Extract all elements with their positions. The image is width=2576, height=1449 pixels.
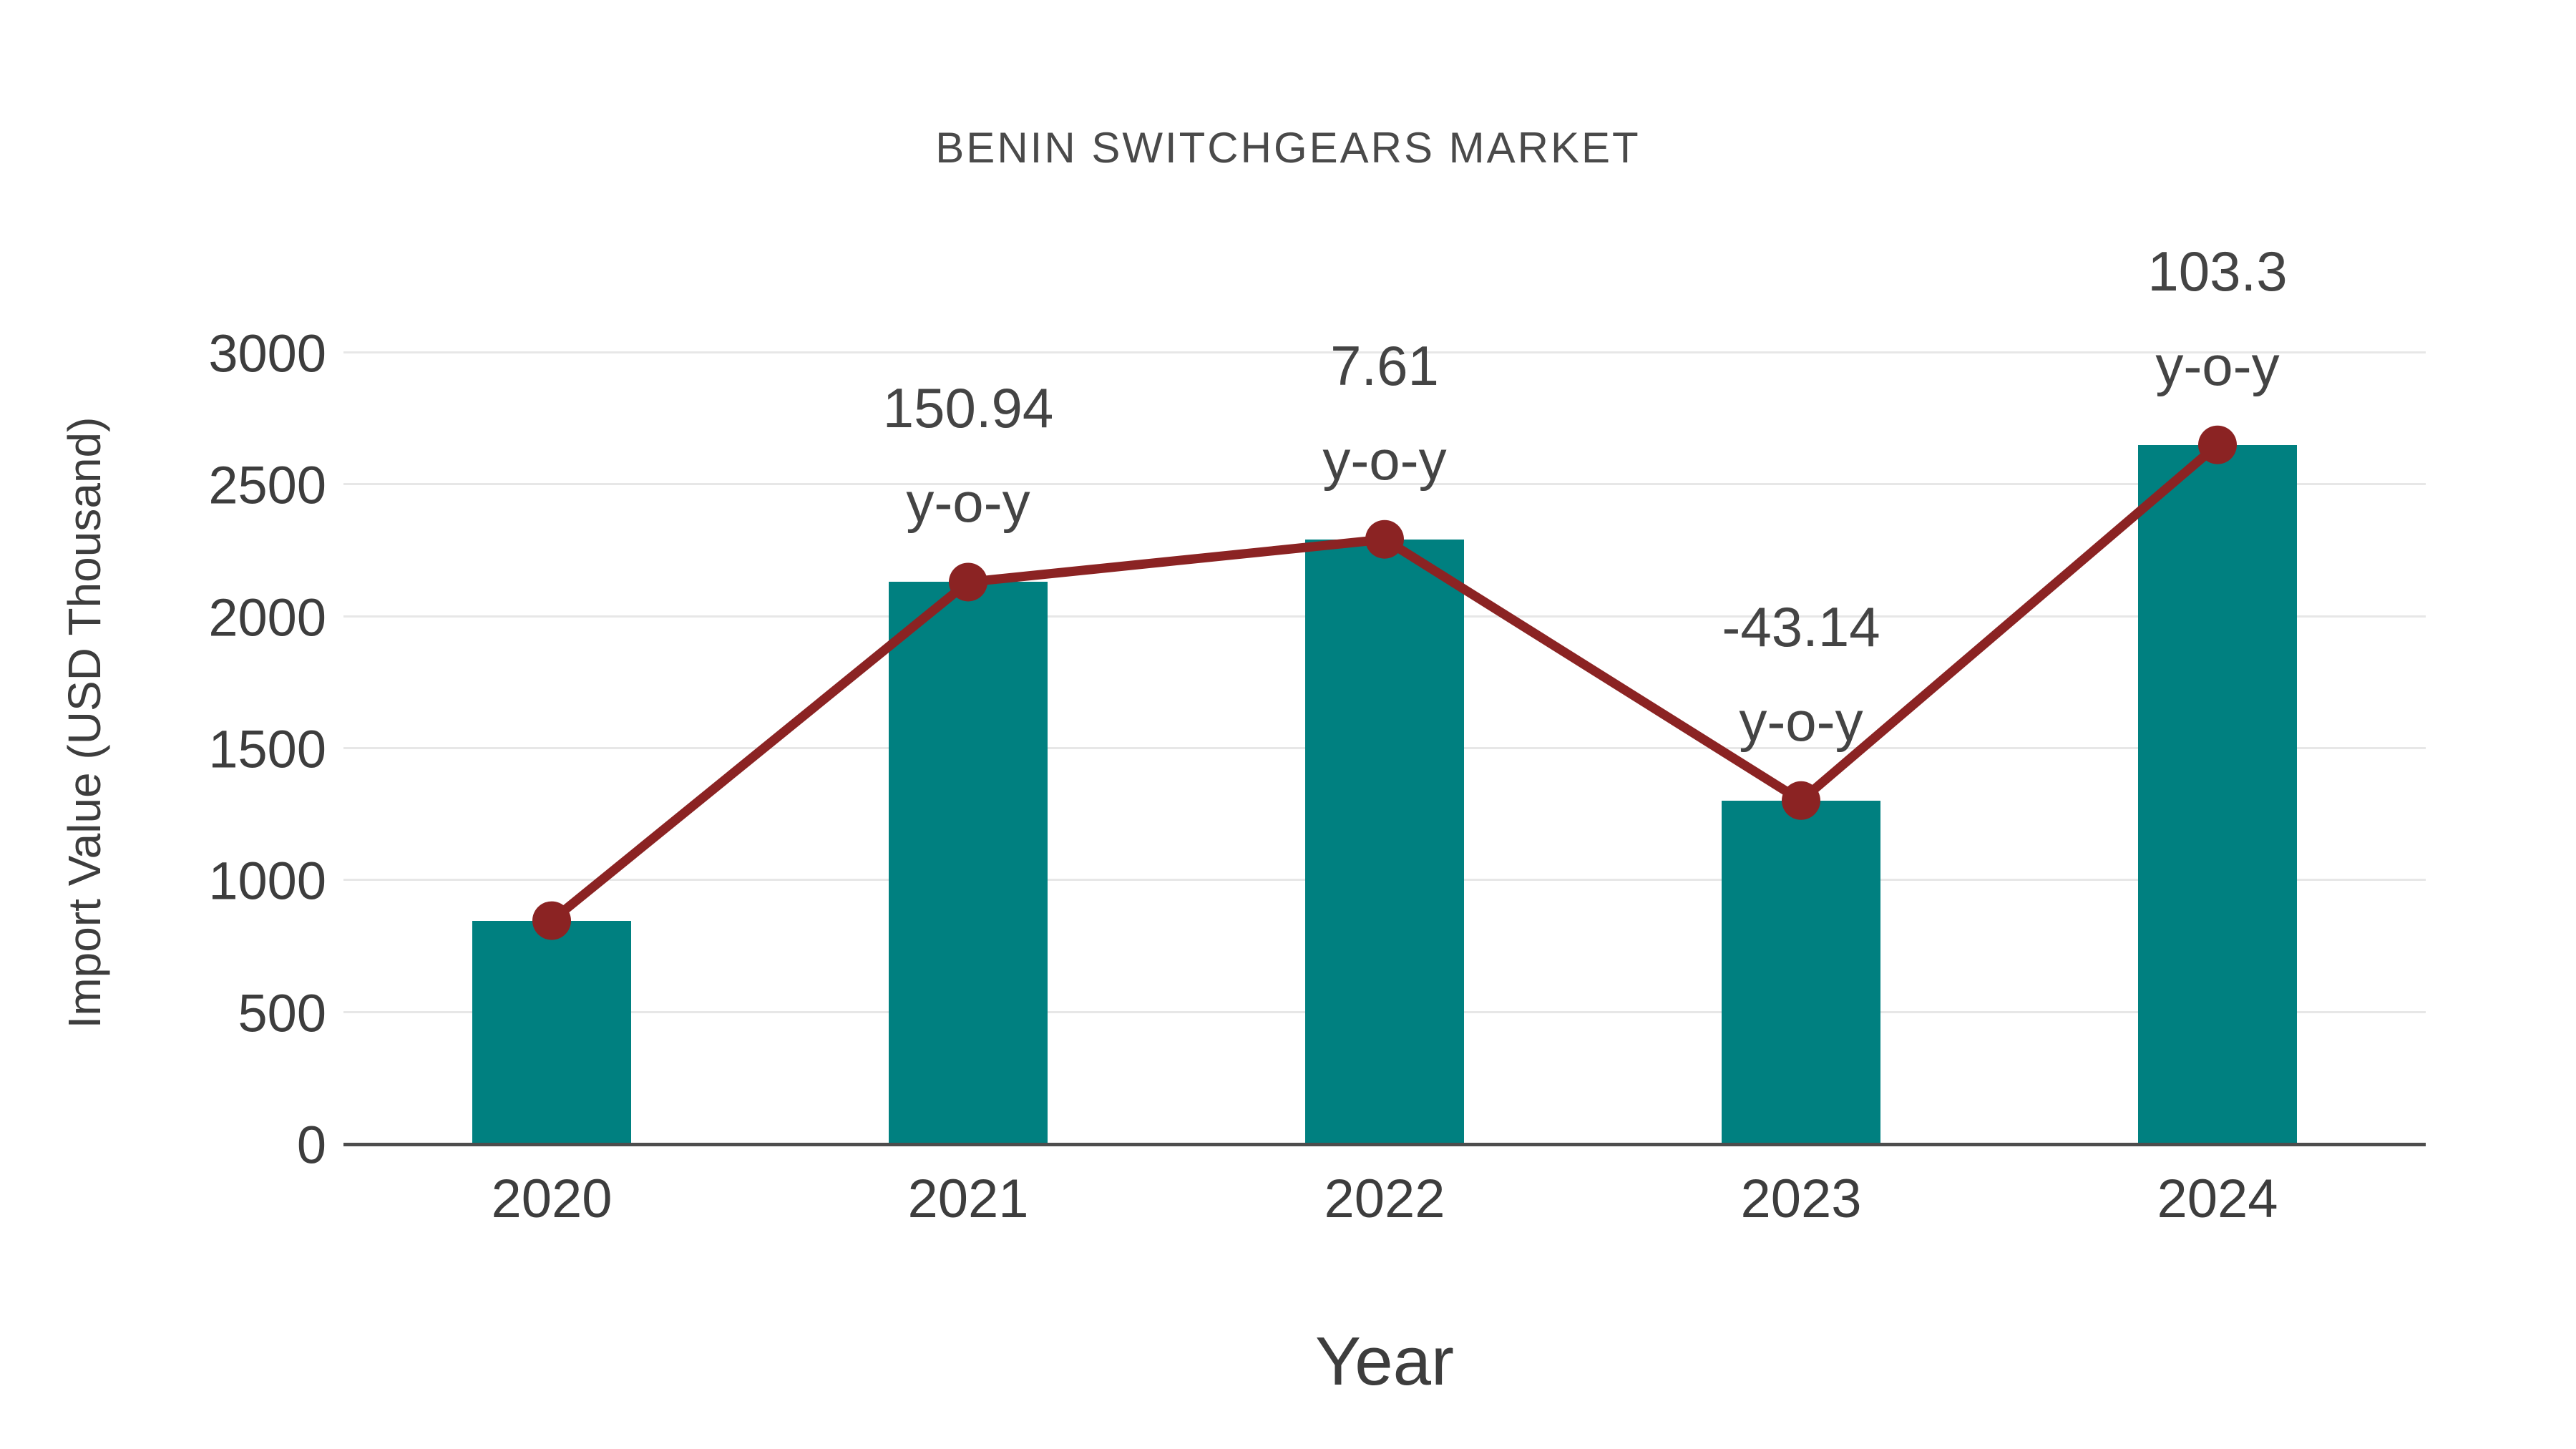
y-tick-label-3000: 3000 <box>208 323 326 384</box>
x-tick-label-2024: 2024 <box>2157 1169 2278 1229</box>
data-point-marker-2024 <box>2198 425 2237 464</box>
trend-line <box>548 441 2221 924</box>
x-tick-label-2020: 2020 <box>491 1169 613 1229</box>
bar-2021 <box>889 582 1048 1145</box>
bar-2023 <box>1722 800 1880 1145</box>
gridline <box>343 483 2426 486</box>
chart-title: BENIN SWITCHGEARS MARKET <box>935 124 1641 172</box>
gridline <box>343 351 2426 353</box>
yoy-annotation-2021: 150.94 y-o-y <box>883 361 1054 550</box>
x-axis-title: Year <box>1315 1323 1454 1400</box>
bar-2024 <box>2138 444 2297 1145</box>
plot-area: 0 500 1000 1500 2000 2500 3000 2020 2021 150.94 y-… <box>208 240 2426 1229</box>
yoy-annotation-2024: 103.3 y-o-y <box>2147 224 2287 413</box>
data-point-marker-2023 <box>1782 781 1820 820</box>
x-tick-label-2021: 2021 <box>907 1169 1029 1229</box>
y-tick-label-500: 500 <box>238 983 326 1043</box>
y-tick-label-1000: 1000 <box>208 851 326 911</box>
x-tick-label-2023: 2023 <box>1740 1169 1862 1229</box>
yoy-unit-label: y-o-y <box>1322 428 1447 492</box>
data-point-marker-2022 <box>1365 519 1404 559</box>
y-tick-label-2500: 2500 <box>208 455 326 515</box>
yoy-unit-label: y-o-y <box>1739 689 1863 753</box>
yoy-value-label: 150.94 <box>882 376 1054 440</box>
y-tick-label-1500: 1500 <box>208 719 326 779</box>
data-point-marker-2021 <box>949 562 987 602</box>
yoy-annotation-2022: 7.61 y-o-y <box>1322 318 1446 507</box>
bar-2022 <box>1305 539 1464 1145</box>
yoy-value-label: -43.14 <box>1722 595 1880 658</box>
yoy-annotation-2023: -43.14 y-o-y <box>1722 580 1880 769</box>
data-point-marker-2020 <box>532 901 571 940</box>
y-axis-title: Import Value (USD Thousand) <box>59 416 110 1029</box>
yoy-value-label: 103.3 <box>2147 239 2288 303</box>
yoy-value-label: 7.61 <box>1330 333 1439 397</box>
yoy-unit-label: y-o-y <box>906 471 1030 535</box>
x-axis-line <box>343 1143 2426 1146</box>
yoy-unit-label: y-o-y <box>2155 333 2280 397</box>
y-tick-label-0: 0 <box>296 1115 326 1175</box>
x-tick-label-2022: 2022 <box>1324 1169 1445 1229</box>
y-tick-label-2000: 2000 <box>208 587 326 647</box>
trend-line-layer <box>532 425 2237 940</box>
bar-2020 <box>472 920 631 1145</box>
